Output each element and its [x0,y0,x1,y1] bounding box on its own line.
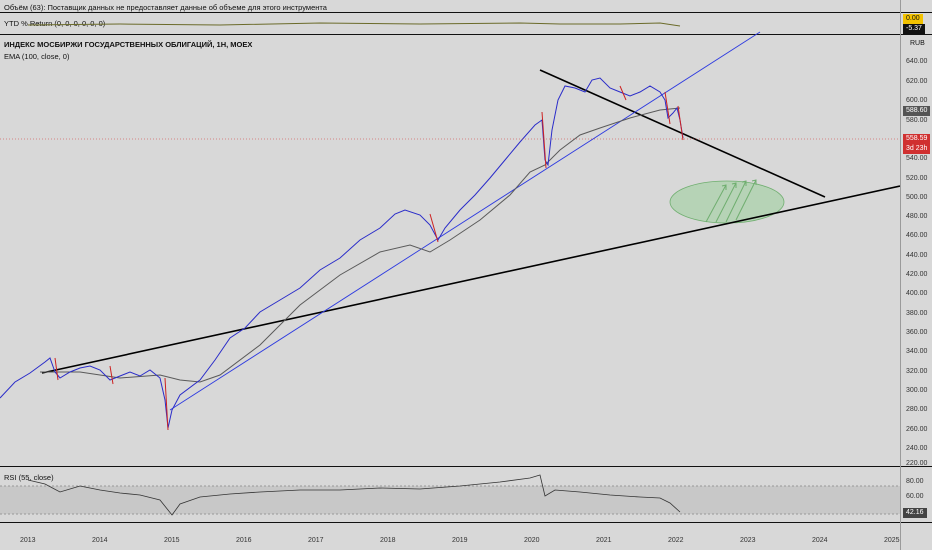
up-right-arrows-icon [705,179,757,223]
time-tick: 2022 [668,537,684,544]
price-tick: 460.00 [906,232,928,239]
price-tick: 620.00 [906,78,928,85]
price-tick: 580.00 [906,117,928,124]
time-tick: 2019 [452,537,468,544]
price-tick: 300.00 [906,387,928,394]
price-tick: 360.00 [906,329,928,336]
time-tick: 2013 [20,537,36,544]
ema-value-badge: 588.60 [903,106,931,116]
pane-separator-top[interactable] [0,12,932,13]
target-ellipse [669,180,785,224]
ytd-return-line [27,22,681,27]
time-tick: 2023 [740,537,756,544]
pane-separator-ytd[interactable] [0,34,932,35]
currency-label: RUB [910,40,925,47]
price-tick: 420.00 [906,271,928,278]
time-tick: 2018 [380,537,396,544]
pane-separator-bottom [0,522,932,523]
price-tick: 520.00 [906,175,928,182]
time-tick: 2024 [812,537,828,544]
pane-separator-rsi[interactable] [0,466,932,467]
price-tick: 220.00 [906,460,928,467]
price-tick: 320.00 [906,368,928,375]
ytd-legend[interactable]: YTD % Return (0, 0, 0, 0, 0, 0) [4,19,106,28]
price-tick: 280.00 [906,406,928,413]
ytd-bottom-badge: -5.37 [903,24,925,34]
price-tick: 480.00 [906,213,928,220]
price-tick: 380.00 [906,310,928,317]
blue-trendline [169,31,761,411]
ytd-top-badge: 0.00 [903,14,923,24]
price-tick: 260.00 [906,426,928,433]
time-tick: 2016 [236,537,252,544]
price-tick: 600.00 [906,97,928,104]
rsi-line [27,474,681,516]
time-tick: 2015 [164,537,180,544]
price-tick: 440.00 [906,252,928,259]
price-tick: 640.00 [906,58,928,65]
time-tick: 2025 [884,537,900,544]
price-tick: 500.00 [906,194,928,201]
countdown-badge: 3d 23h [903,144,931,154]
ema-legend[interactable]: EMA (100, close, 0) [4,52,70,61]
rsi-tick: 60.00 [906,493,924,500]
chart-title: ИНДЕКС МОСБИРЖИ ГОСУДАРСТВЕННЫХ ОБЛИГАЦИ… [4,40,253,49]
price-value-badge: 558.59 [903,134,931,144]
price-axis[interactable] [900,0,932,550]
price-tick: 340.00 [906,348,928,355]
ema-line [40,107,681,383]
support-trendline [41,185,900,374]
volume-legend[interactable]: Объём (63): Поставщик данных не предоста… [4,3,327,12]
price-down-segments [54,85,684,431]
rsi-legend[interactable]: RSI (55, close) [4,473,54,482]
rsi-value-badge: 42.16 [903,508,927,518]
price-line [0,77,684,429]
price-tick: 240.00 [906,445,928,452]
chart-canvas[interactable] [0,0,900,550]
price-tick: 400.00 [906,290,928,297]
time-tick: 2017 [308,537,324,544]
time-tick: 2014 [92,537,108,544]
price-tick: 540.00 [906,155,928,162]
rsi-band [0,486,900,514]
time-tick: 2020 [524,537,540,544]
rsi-tick: 80.00 [906,478,924,485]
time-tick: 2021 [596,537,612,544]
